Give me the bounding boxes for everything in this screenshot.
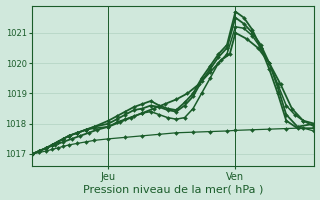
X-axis label: Pression niveau de la mer( hPa ): Pression niveau de la mer( hPa ) — [83, 184, 264, 194]
